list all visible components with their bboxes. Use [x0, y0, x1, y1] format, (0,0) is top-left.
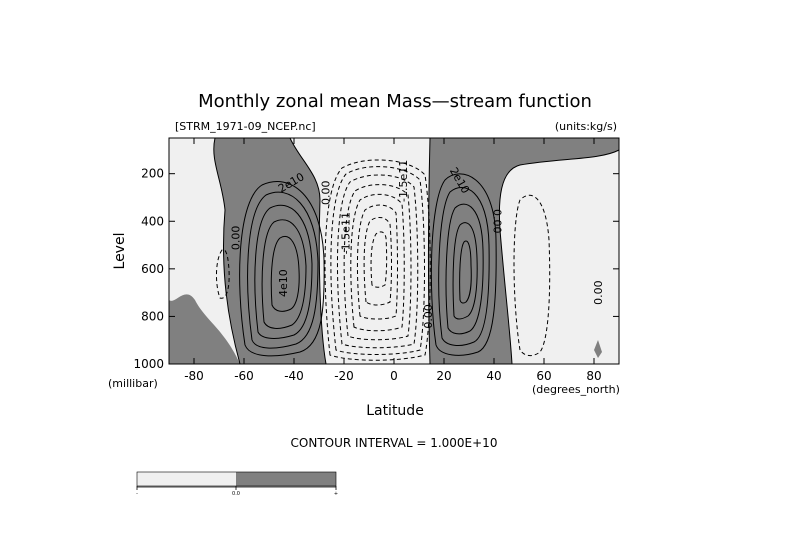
x-tick-label-7: 60	[536, 369, 551, 383]
y-unit-label: (millibar)	[108, 377, 158, 390]
contour-sh-3	[254, 204, 313, 339]
shaded-region-nh-cell	[428, 138, 619, 364]
contour-sh-1	[239, 181, 325, 357]
y-axis-title: Level	[112, 233, 128, 270]
zero-contours	[213, 138, 619, 364]
colorbar-label-zero: 0.0	[232, 491, 240, 497]
x-axis: -80 -60 -40 -20 0 20 40 60 80	[184, 138, 602, 383]
contour-label-9: 0.00	[592, 280, 605, 305]
colorbar-negative	[137, 472, 236, 486]
positive-contours	[239, 173, 497, 357]
contour-label-8: 0.00	[491, 209, 504, 234]
x-tick-label-3: -20	[334, 369, 354, 383]
zero-contour-sh	[213, 138, 241, 364]
x-unit-label: (degrees_north)	[532, 383, 620, 396]
shaded-region-bottom-left	[169, 300, 240, 364]
contour-nh-2	[438, 187, 490, 346]
units-label: (units:kg/s)	[555, 120, 617, 133]
contour-label-5: -1.5e11	[397, 160, 410, 202]
contour-neg-5	[350, 193, 405, 332]
contour-label-6: 0.00	[422, 304, 435, 329]
contour-nh-3	[445, 203, 484, 335]
x-tick-label-2: -40	[284, 369, 304, 383]
negative-contours	[216, 159, 551, 361]
contour-nh-5	[459, 240, 472, 304]
zero-contour-mid-right	[428, 138, 431, 364]
contour-neg-left-small	[216, 249, 230, 299]
x-axis-title: Latitude	[366, 403, 424, 419]
colorbar-label-positive: +	[334, 491, 338, 497]
contour-nh-4	[452, 222, 478, 320]
chart-title: Monthly zonal mean Mass—stream function	[198, 91, 592, 112]
contour-sh-4	[261, 219, 307, 329]
contour-neg-7	[363, 216, 392, 306]
colorbar-positive	[236, 472, 336, 486]
contour-sh-2	[247, 191, 319, 349]
file-label: [STRM_1971-09_NCEP.nc]	[175, 120, 316, 133]
colorbar-label-negative: -	[136, 491, 138, 497]
zero-contour-nh	[498, 149, 619, 364]
contour-label-4: -1.5e11	[340, 212, 353, 254]
zero-contour-mid-left	[289, 138, 327, 364]
y-axis: 200 400 600 800 1000	[133, 167, 619, 371]
contour-label-3: 0.00	[320, 180, 333, 205]
contour-label-0: 0.00	[230, 226, 243, 251]
x-tick-label-8: 80	[586, 369, 601, 383]
contour-neg-4	[343, 184, 412, 341]
colorbar: - 0.0 +	[136, 471, 338, 497]
shaded-region-sh-cell	[169, 138, 326, 364]
x-tick-label-6: 40	[486, 369, 501, 383]
contour-interval-label: CONTOUR INTERVAL = 1.000E+10	[291, 436, 498, 450]
x-tick-label-0: -80	[184, 369, 204, 383]
y-tick-label-0: 200	[141, 167, 164, 181]
shaded-region-right-patch	[594, 340, 602, 358]
contour-label-2: 4e10	[277, 269, 290, 297]
contour-neg-8	[370, 231, 388, 288]
y-tick-label-4: 1000	[133, 357, 164, 371]
plot-area: 0.002e104e100.00-1.5e11-1.5e110.002e100.…	[169, 138, 619, 364]
contour-neg-right	[513, 194, 551, 357]
colorbar-frame	[136, 471, 337, 487]
y-tick-label-1: 400	[141, 214, 164, 228]
contour-sh-5	[270, 236, 300, 312]
x-tick-label-4: 0	[390, 369, 398, 383]
x-tick-label-1: -60	[234, 369, 254, 383]
contour-neg-6	[356, 204, 398, 320]
y-tick-label-2: 600	[141, 262, 164, 276]
x-tick-label-5: 20	[436, 369, 451, 383]
contour-neg-3	[336, 174, 419, 349]
y-tick-label-3: 800	[141, 309, 164, 323]
contour-nh-1	[430, 173, 497, 356]
